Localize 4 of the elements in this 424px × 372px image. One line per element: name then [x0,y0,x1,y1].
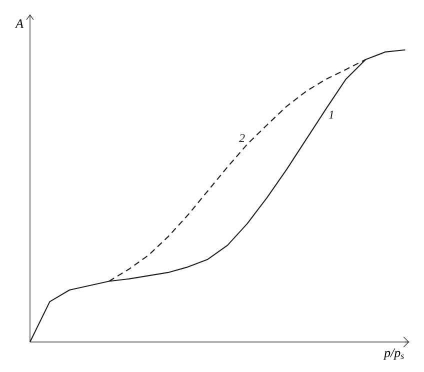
series-label: 1 [328,110,334,119]
series-label: 2 [239,134,245,142]
x-axis-title: p/p$_{s}$ [383,348,404,360]
y-axis-title: A [14,19,24,28]
